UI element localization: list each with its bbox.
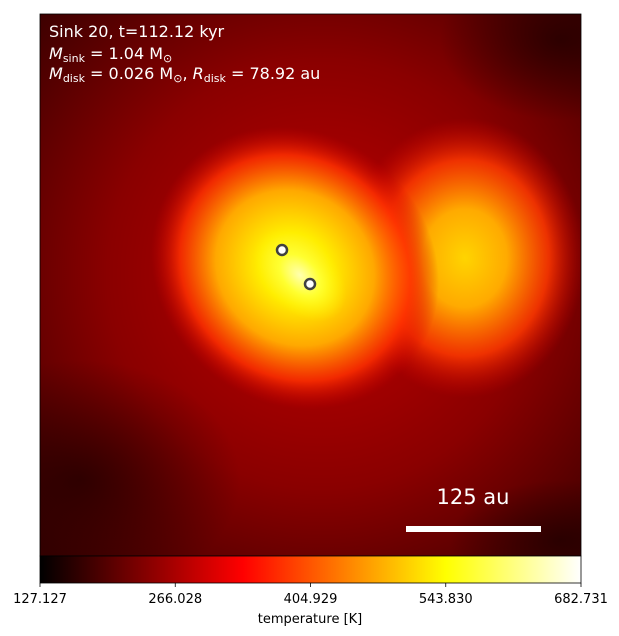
colorbar-tick-label: 266.028 [148,592,202,607]
colorbar-tick-label: 682.731 [554,592,608,607]
temperature-map [40,14,581,556]
colorbar [39,555,582,584]
colorbar-tick-label: 127.127 [13,592,67,607]
colorbar-ticks: 127.127 266.028 404.929 543.830 682.731 [13,583,608,607]
colorbar-tick-label: 543.830 [419,592,473,607]
disk-annotation: Mdisk = 0.026 M⊙, Rdisk = 78.92 au [49,64,320,85]
scale-bar [406,526,541,532]
colorbar-tick-label: 404.929 [284,592,338,607]
sink-marker-2 [303,277,317,291]
scale-bar-label: 125 au [437,485,510,509]
sink-mass-annotation: Msink = 1.04 M⊙ [49,44,172,65]
colorbar-label: temperature [K] [258,612,363,627]
panel-title: Sink 20, t=112.12 kyr [49,22,225,41]
sink-marker-1 [275,243,289,257]
